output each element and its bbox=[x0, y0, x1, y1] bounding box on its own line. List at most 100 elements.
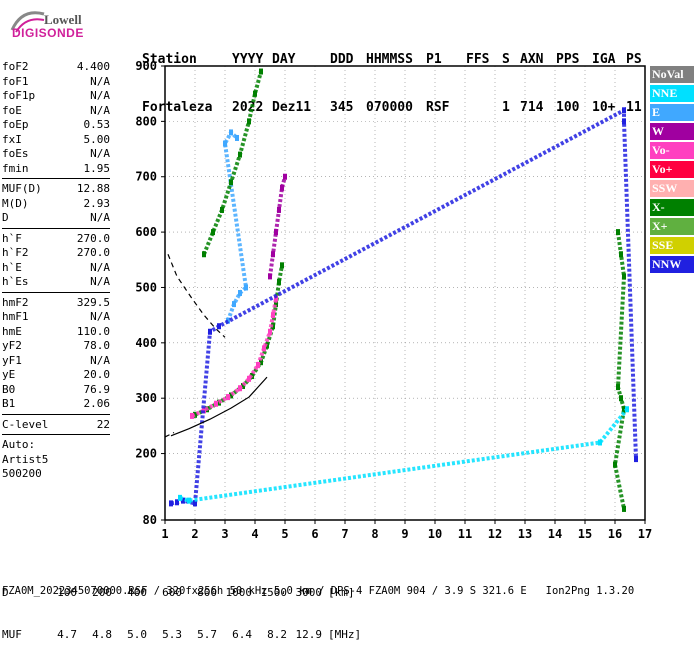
x-tick-label: 8 bbox=[371, 527, 378, 541]
param-row: foEs N/A bbox=[2, 147, 110, 162]
param-row: fmin 1.95 bbox=[2, 162, 110, 177]
echo-point bbox=[622, 273, 626, 280]
param-value: 5.00 bbox=[83, 132, 111, 146]
param-group-muf: MUF(D) 12.88 M(D) 2.93 D N/A bbox=[2, 182, 110, 226]
param-name: M(D) bbox=[2, 196, 29, 210]
y-tick-label: 800 bbox=[135, 114, 157, 128]
param-value: 270.0 bbox=[76, 231, 110, 245]
x-tick-label: 11 bbox=[458, 527, 472, 541]
param-name: hmF1 bbox=[2, 310, 29, 323]
legend-entry: SSW bbox=[650, 180, 694, 197]
header-label: S bbox=[502, 52, 510, 67]
footer-value: 200 bbox=[92, 586, 112, 599]
param-value: 22 bbox=[96, 417, 110, 431]
footer-value: 5.3 bbox=[162, 628, 182, 641]
param-row: M(D) 2.93 bbox=[2, 197, 110, 212]
echo-point bbox=[277, 278, 281, 285]
footer-row-label: MUF bbox=[2, 628, 22, 641]
param-value: N/A bbox=[90, 310, 110, 323]
legend-entry: X- bbox=[650, 199, 694, 216]
param-name: foF2 bbox=[2, 60, 29, 73]
echo-trace bbox=[612, 231, 627, 510]
param-row: foE N/A bbox=[2, 104, 110, 119]
legend-entry: Vo+ bbox=[650, 161, 694, 178]
profile-curves bbox=[164, 254, 268, 438]
footer-value: 1500 bbox=[260, 586, 288, 599]
param-name: D bbox=[2, 211, 9, 224]
header-label: DDD bbox=[330, 52, 354, 67]
legend-entry: NNW bbox=[650, 256, 694, 273]
legend-entry: X+ bbox=[650, 218, 694, 235]
param-name: foE bbox=[2, 103, 22, 117]
footer-unit: [MHz] bbox=[328, 628, 362, 641]
logo-arc-icon bbox=[10, 11, 45, 33]
echo-trace bbox=[191, 298, 278, 418]
param-value: 0.53 bbox=[83, 118, 111, 131]
param-row: hmE 110.0 bbox=[2, 325, 110, 340]
muf-footer: D 100 200 400 600 800 1000 1500 3000 [km] MUF 4.7 4… bbox=[2, 558, 361, 656]
echo-point bbox=[244, 284, 248, 291]
header-values-row: Fortaleza 2022 Dez11 345 070000 RSF 1 714 100 10+… bbox=[142, 100, 650, 116]
echo-point bbox=[247, 375, 251, 382]
x-tick-label: 12 bbox=[488, 527, 502, 541]
footer-value: 4.7 bbox=[57, 628, 77, 641]
echo-trace bbox=[202, 71, 263, 255]
extrapolated-profile bbox=[167, 254, 226, 338]
header-label: AXN bbox=[520, 52, 544, 67]
param-name: MUF(D) bbox=[2, 182, 42, 195]
param-name: B1 bbox=[2, 397, 16, 410]
header-value: 1 bbox=[502, 100, 510, 115]
footer-value: 600 bbox=[162, 586, 182, 599]
param-row: foF1p N/A bbox=[2, 89, 110, 104]
param-name: h`E bbox=[2, 260, 22, 274]
x-tick-label: 14 bbox=[548, 527, 562, 541]
autoscaler-name: Artist5 bbox=[2, 452, 49, 466]
param-name: fmin bbox=[2, 161, 29, 175]
header-label: PPS bbox=[556, 52, 580, 67]
param-row: h`F 270.0 bbox=[2, 232, 110, 247]
x-tick-label: 5 bbox=[281, 527, 288, 541]
param-value: 1.95 bbox=[83, 161, 111, 175]
y-tick-label: 80 bbox=[143, 513, 157, 527]
param-name: fxI bbox=[2, 132, 22, 146]
param-name: foF1p bbox=[2, 89, 36, 102]
header-label: FFS bbox=[466, 52, 490, 67]
header-value: 11 bbox=[626, 100, 642, 115]
param-row: MUF(D) 12.88 bbox=[2, 182, 110, 197]
y-tick-label: 900 bbox=[135, 59, 157, 73]
footer-value: 1000 bbox=[225, 586, 253, 599]
param-row: C-level 22 bbox=[2, 418, 110, 433]
param-value: N/A bbox=[90, 74, 110, 88]
x-tick-label: 10 bbox=[428, 527, 442, 541]
param-value: 76.9 bbox=[83, 382, 111, 396]
footer-value: 12.9 bbox=[295, 628, 323, 641]
footer-value: 4.8 bbox=[92, 628, 112, 641]
axis-ticks: 1 2 3 4 5 6 7 8 9 10 11 12 13 14 15 16 17802003004005006… bbox=[135, 59, 652, 541]
divider bbox=[2, 413, 110, 415]
param-group-heights: h`F 270.0 h`F2 270.0 h`E N/A h`Es N/A bbox=[2, 232, 110, 290]
echo-point bbox=[202, 407, 206, 414]
param-row: h`Es N/A bbox=[2, 275, 110, 290]
echo-point bbox=[187, 497, 191, 504]
header-label: DAY bbox=[272, 52, 296, 67]
param-name: C-level bbox=[2, 417, 49, 431]
echo-point bbox=[622, 406, 626, 413]
auto-label: Auto: bbox=[2, 438, 36, 451]
x-tick-label: 7 bbox=[341, 527, 348, 541]
legend-entry: W bbox=[650, 123, 694, 140]
y-tick-label: 500 bbox=[135, 280, 157, 294]
grid-lines bbox=[164, 65, 646, 521]
param-value: N/A bbox=[90, 103, 110, 117]
footer-value: 6.4 bbox=[232, 628, 252, 641]
param-name: yF1 bbox=[2, 353, 22, 367]
param-value: 329.5 bbox=[76, 295, 110, 309]
header-label: IGA bbox=[592, 52, 616, 67]
header-labels-row: Station YYYY DAY DDD HHMMSS P1 FFS S AXN PPS IGA PS bbox=[142, 52, 650, 68]
echo-point bbox=[274, 295, 278, 302]
station-header: Station YYYY DAY DDD HHMMSS P1 FFS S AXN PPS IGA PS… bbox=[142, 20, 650, 132]
param-row: yE 20.0 bbox=[2, 368, 110, 383]
echo-point bbox=[598, 439, 602, 446]
param-row: B1 2.06 bbox=[2, 397, 110, 412]
ionogram-plot: 1 2 3 4 5 6 7 8 9 10 11 12 13 14 15 16 17802003004005006… bbox=[135, 59, 652, 541]
param-value: 12.88 bbox=[76, 182, 110, 195]
